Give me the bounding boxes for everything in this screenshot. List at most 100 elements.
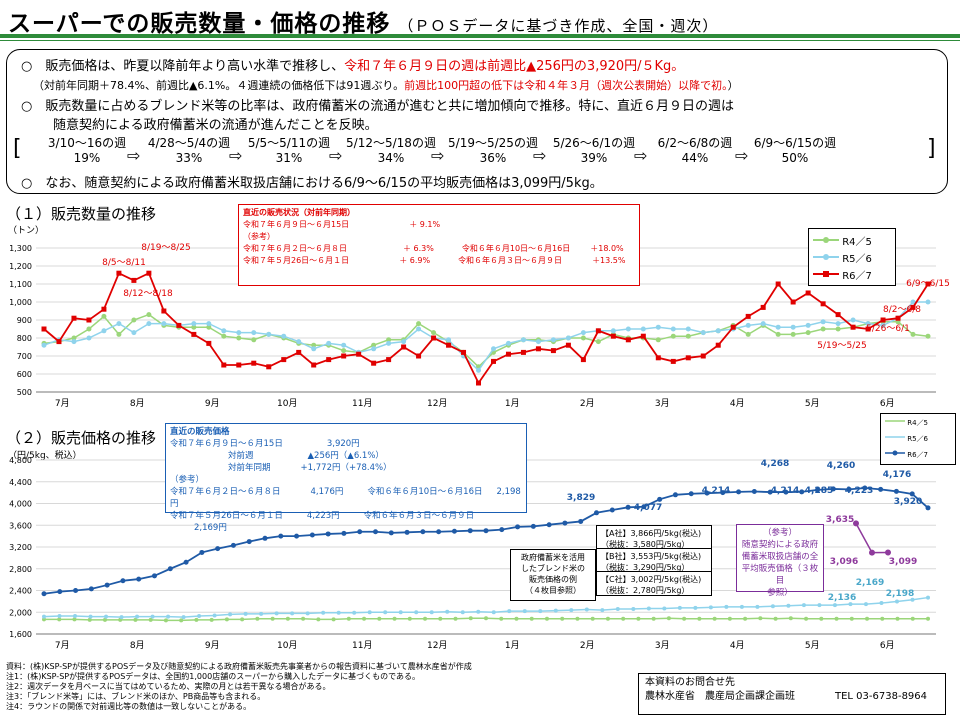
data-label: 2,136 bbox=[828, 593, 856, 603]
data-label: 3,920 bbox=[894, 497, 922, 507]
data-label: 4,077 bbox=[634, 503, 662, 513]
data-point bbox=[212, 613, 217, 618]
data-point bbox=[895, 315, 901, 321]
data-point bbox=[553, 608, 558, 613]
data-point bbox=[224, 617, 229, 622]
data-point bbox=[296, 339, 302, 345]
data-point bbox=[119, 615, 124, 620]
data-point bbox=[697, 616, 702, 621]
data-point bbox=[893, 488, 899, 494]
data-label: 8/19～8/25 bbox=[141, 243, 190, 253]
data-point bbox=[181, 615, 186, 620]
data-point bbox=[805, 330, 811, 336]
data-point bbox=[341, 353, 347, 359]
data-point bbox=[670, 358, 676, 364]
data-point bbox=[367, 610, 372, 615]
data-point bbox=[167, 566, 173, 572]
title-rule bbox=[0, 34, 960, 38]
data-label: 5/19～5/25 bbox=[817, 341, 866, 351]
data-point bbox=[925, 281, 931, 287]
data-point bbox=[476, 367, 482, 373]
data-point bbox=[609, 507, 615, 513]
data-point bbox=[41, 342, 47, 348]
x-tick-label: 2月 bbox=[580, 640, 595, 651]
week-arrow: ⇨ bbox=[634, 146, 648, 165]
section-1-unit: （トン） bbox=[8, 226, 45, 236]
bracket-right: ] bbox=[927, 136, 936, 161]
week-label: 3/10～16の週 bbox=[47, 136, 127, 150]
data-label: 8/2～6/8 bbox=[883, 305, 921, 315]
data-point bbox=[326, 340, 332, 346]
data-point bbox=[538, 609, 543, 614]
data-point bbox=[285, 616, 290, 621]
data-point bbox=[301, 616, 306, 621]
data-point bbox=[682, 616, 687, 621]
week-item: 6/9～6/15の週 50% bbox=[743, 134, 847, 165]
y-tick-label: 1,300 bbox=[9, 244, 32, 253]
data-point bbox=[724, 604, 729, 609]
data-point bbox=[631, 606, 636, 611]
data-point bbox=[259, 611, 264, 616]
data-point bbox=[431, 335, 437, 341]
data-point bbox=[362, 616, 367, 621]
x-tick-label: 12月 bbox=[427, 398, 447, 409]
data-point bbox=[685, 355, 691, 361]
data-label: 8/5～8/11 bbox=[102, 258, 146, 268]
data-point bbox=[880, 616, 885, 621]
data-point bbox=[853, 520, 859, 527]
legend-r5: R5／6 bbox=[813, 250, 872, 265]
week-arrow: ⇨ bbox=[533, 146, 547, 165]
data-point bbox=[179, 618, 184, 623]
x-tick-label: 6月 bbox=[880, 398, 895, 409]
x-tick-label: 5月 bbox=[805, 398, 820, 409]
data-point bbox=[483, 528, 489, 534]
data-point bbox=[562, 520, 568, 526]
data-point bbox=[595, 328, 601, 334]
data-point bbox=[309, 532, 315, 538]
x-tick-label: 10月 bbox=[277, 398, 297, 409]
week-label: 5/12～5/18の週 bbox=[346, 136, 436, 150]
y-tick-label: 500 bbox=[17, 388, 32, 397]
data-point bbox=[431, 330, 437, 336]
data-point bbox=[101, 328, 107, 334]
data-point bbox=[790, 331, 796, 337]
data-point bbox=[120, 578, 126, 584]
data-point bbox=[760, 304, 766, 310]
y-tick-label: 900 bbox=[17, 316, 32, 325]
y-tick-label: 4,400 bbox=[9, 478, 32, 487]
y-tick-label: 2,400 bbox=[9, 587, 32, 596]
data-point bbox=[72, 617, 77, 622]
data-point bbox=[274, 611, 279, 616]
data-point bbox=[221, 333, 227, 339]
data-point bbox=[767, 489, 773, 495]
data-point bbox=[805, 290, 811, 296]
y-tick-label: 4,000 bbox=[9, 500, 32, 509]
data-point bbox=[736, 489, 742, 495]
data-label: 4,285 bbox=[805, 486, 833, 496]
data-point bbox=[71, 339, 77, 345]
data-point bbox=[879, 601, 884, 606]
data-point bbox=[86, 335, 92, 341]
data-point bbox=[820, 326, 826, 332]
week-value: 33% bbox=[175, 151, 203, 165]
data-point bbox=[610, 328, 616, 334]
data-point bbox=[550, 337, 556, 343]
data-point bbox=[910, 299, 916, 305]
week-value: 31% bbox=[275, 151, 303, 165]
data-point bbox=[429, 610, 434, 615]
data-point bbox=[926, 595, 930, 600]
week-item: 4/28～5/4の週 33% bbox=[137, 134, 241, 165]
data-point bbox=[657, 496, 663, 502]
recent-price-note: 直近の販売価格 令和７年６月９日～６月15日 3,920円 対前週 ▲256円（▲6… bbox=[165, 423, 527, 533]
data-point bbox=[708, 605, 713, 610]
week-label: 5/19～5/25の週 bbox=[448, 136, 538, 150]
data-point bbox=[266, 331, 272, 337]
data-point bbox=[243, 611, 248, 616]
data-point bbox=[325, 531, 331, 537]
data-point bbox=[817, 603, 822, 608]
data-point bbox=[209, 617, 214, 622]
data-point bbox=[745, 322, 751, 328]
data-point bbox=[194, 617, 199, 622]
data-point bbox=[423, 616, 428, 621]
data-point bbox=[655, 337, 661, 343]
